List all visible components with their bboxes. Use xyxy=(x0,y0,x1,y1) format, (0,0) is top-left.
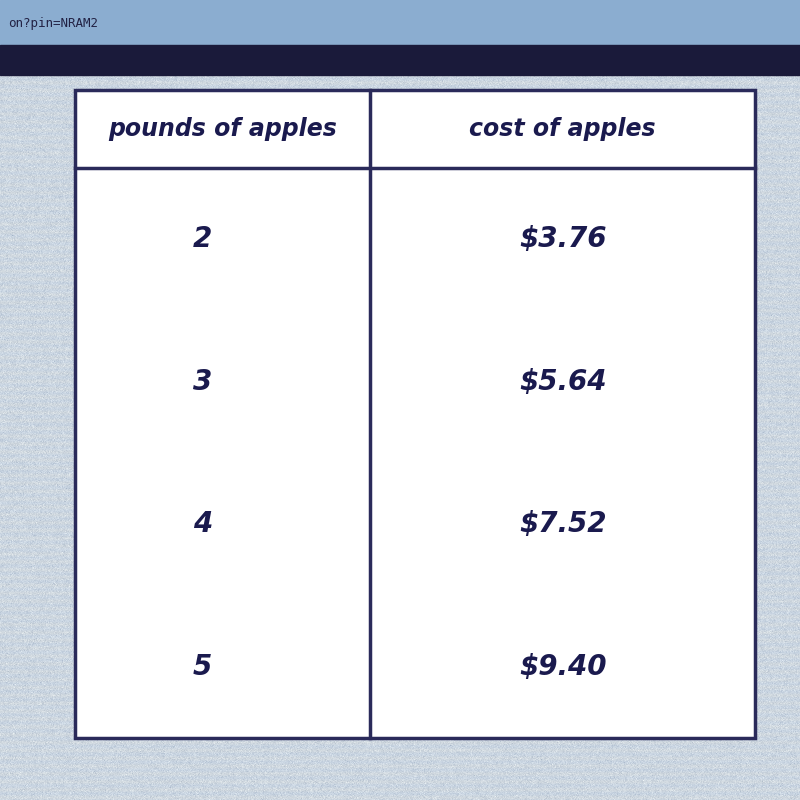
Text: $7.52: $7.52 xyxy=(518,510,606,538)
Text: $9.40: $9.40 xyxy=(518,653,606,681)
Bar xyxy=(0,0,800,45)
Text: $3.76: $3.76 xyxy=(518,226,606,254)
Bar xyxy=(0,45,800,75)
Text: 5: 5 xyxy=(193,653,212,681)
Text: $5.64: $5.64 xyxy=(518,368,606,396)
Text: 3: 3 xyxy=(193,368,212,396)
Text: 2: 2 xyxy=(193,226,212,254)
Text: 4: 4 xyxy=(193,510,212,538)
Text: on?pin=NRAM2: on?pin=NRAM2 xyxy=(8,17,98,30)
Bar xyxy=(75,90,755,738)
Text: cost of apples: cost of apples xyxy=(469,117,656,141)
Text: pounds of apples: pounds of apples xyxy=(108,117,337,141)
